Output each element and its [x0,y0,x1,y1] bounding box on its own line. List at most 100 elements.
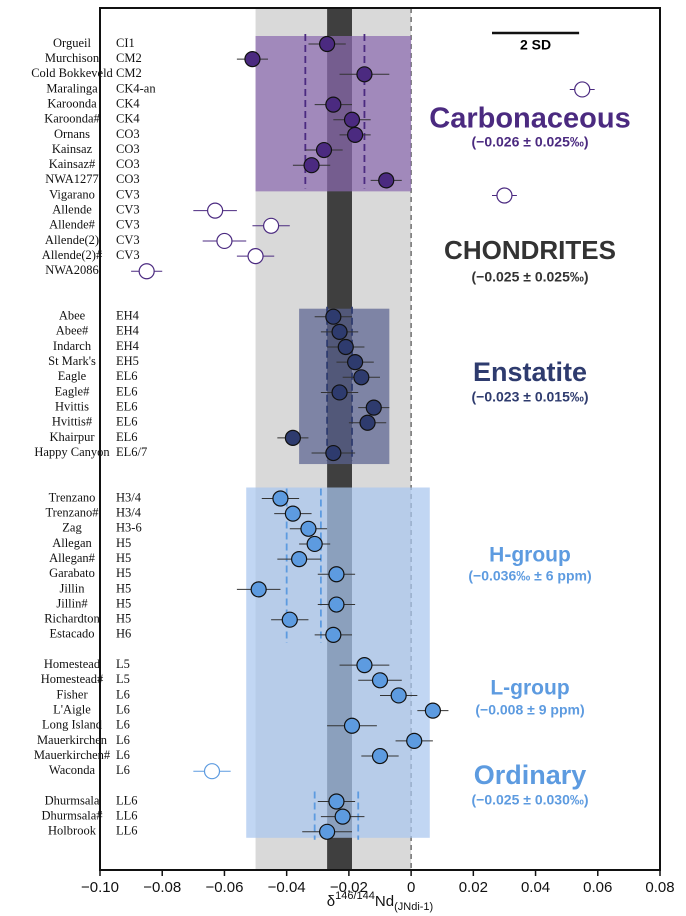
sample-class: LL6 [116,809,138,823]
sample-name: Trenzano [49,490,96,504]
x-tick-label: −0.04 [268,879,306,896]
sample-name: Trenzano# [45,506,99,520]
x-tick-label: −0.02 [330,879,368,896]
sample-point [331,323,348,340]
sample-point [306,535,323,553]
sample-point [325,626,342,643]
sample-name: Garabato [49,566,95,580]
sample-point [319,823,336,840]
group-note: (−0.025 ± 0.030‰) [471,792,588,808]
sample-name: Karoonda [47,96,97,110]
sample-class: H5 [116,596,131,610]
x-tick-label: −0.06 [205,879,243,896]
sample-name: Holbrook [48,824,97,838]
sample-class: CK4 [116,112,140,126]
sample-class: EL6 [116,399,138,413]
sample-class: CV3 [116,218,140,232]
sample-point [356,66,373,83]
sample-class: CM2 [116,66,142,80]
sample-point [331,384,348,401]
sample-class: EL6 [116,415,138,429]
sample-class: CV3 [116,248,140,262]
sample-name: NWA1277 [45,172,98,186]
sample-class: CV3 [116,203,140,217]
sample-name: Estacado [49,627,94,641]
sample-class: H6 [116,627,131,641]
sample-class: CO3 [116,142,140,156]
sample-name: Jillin [59,581,85,595]
sample-point [138,263,155,280]
group-note: (−0.036‰ ± 6 ppm) [468,568,591,584]
sample-name: Dhurmsala# [41,809,103,823]
sample-class: H5 [116,551,131,565]
sample-class: CO3 [116,127,140,141]
sample-point [315,141,333,159]
sample-class: CK4-an [116,81,156,95]
sample-name: Happy Canyon [34,445,110,459]
sample-class: EH4 [116,324,140,338]
sample-point [343,111,361,128]
x-tick-label: 0 [407,879,415,896]
sample-name: Homestead# [41,672,104,686]
sample-class: CO3 [116,157,140,171]
sample-class: L5 [116,657,130,671]
sample-point [406,732,423,750]
sample-point [347,126,364,143]
sample-name: Murchison [45,51,100,65]
sample-point [347,354,364,371]
sample-class: L6 [116,763,130,777]
sample-point [328,596,345,613]
sample-class: H3-6 [116,521,142,535]
sample-point [353,369,370,386]
sample-point [281,611,298,628]
sample-class: EL6 [116,369,138,383]
sample-class: L6 [116,702,130,716]
sample-class: CK4 [116,96,140,110]
group-note: (−0.026 ± 0.025‰) [471,134,588,150]
sample-name: Allende(2) [45,233,99,247]
sample-class: L6 [116,733,130,747]
sample-point [390,687,407,704]
sample-class: L6 [116,748,130,762]
sample-class: EH4 [116,309,140,323]
sample-point [334,808,351,825]
sample-name: Abee [59,309,86,323]
x-tick-label: 0.06 [583,879,612,896]
group-note: (−0.025 ± 0.025‰) [471,269,588,285]
sample-point [291,550,308,568]
x-tick-label: 0.04 [521,879,550,896]
sample-name: Karoonda# [44,112,100,126]
group-name: CHONDRITES [444,235,616,265]
group-box [255,36,412,192]
sample-name: St Mark's [48,354,96,368]
sample-class: EL6 [116,384,138,398]
sample-name: Eagle# [55,384,90,398]
x-axis-label-part: Nd [375,893,394,910]
group-note: (−0.008 ± 9 ppm) [475,702,584,718]
sample-name: Allende [52,203,92,217]
sample-point [496,187,513,204]
sample-point [325,308,342,325]
sample-name: Hvittis [55,399,89,413]
sample-class: CM2 [116,51,142,65]
sample-name: Jillin# [56,596,88,610]
sample-name: Kainsaz# [49,157,96,171]
sample-name: NWA2086 [45,263,98,277]
sample-class: H3/4 [116,490,142,504]
sample-name: Cold Bokkeveld [31,66,113,80]
scale-bar-label: 2 SD [520,37,551,53]
sample-class: CI1 [116,36,135,50]
sample-name: Khairpur [49,430,95,444]
sample-name: Allegan# [49,551,96,565]
sample-name: L'Aigle [53,702,91,716]
sample-point [303,157,320,174]
sample-name: Hvittis# [52,415,93,429]
sample-class: EH5 [116,354,139,368]
group-name: Ordinary [474,760,587,790]
sample-name: Orgueil [53,36,91,50]
sample-name: Eagle [58,369,87,383]
sample-name: Kainsaz [52,142,93,156]
sample-name: Allende# [49,218,96,232]
sample-point [263,217,280,234]
group-name: H-group [489,544,571,567]
